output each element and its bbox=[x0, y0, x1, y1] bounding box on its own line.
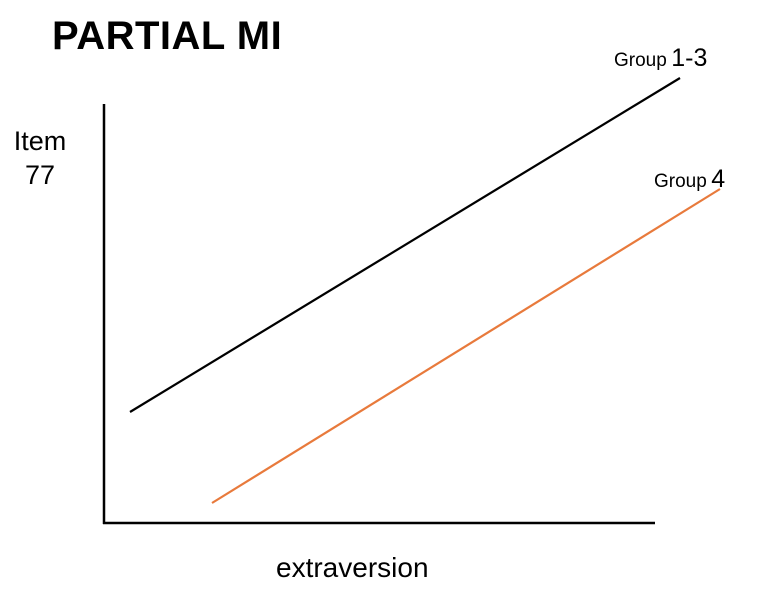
series-label-number: 4 bbox=[711, 165, 726, 193]
y-axis-label-line1: Item bbox=[13, 126, 67, 156]
y-axis-label: Item 77 bbox=[10, 124, 70, 192]
series-label-group-4: Group 4 bbox=[654, 165, 725, 194]
series-label-word: Group bbox=[614, 50, 667, 71]
series-label-word: Group bbox=[654, 171, 707, 192]
x-axis-label: extraversion bbox=[276, 552, 429, 583]
y-axis-label-line2: 77 bbox=[24, 160, 56, 190]
series-line-group-1-3 bbox=[129, 77, 681, 413]
series-line-group-4 bbox=[211, 188, 721, 504]
series-label-number: 1-3 bbox=[671, 44, 708, 72]
diagram-title: PARTIAL MI bbox=[52, 14, 283, 58]
series-label-group-1-3: Group 1-3 bbox=[614, 44, 707, 73]
